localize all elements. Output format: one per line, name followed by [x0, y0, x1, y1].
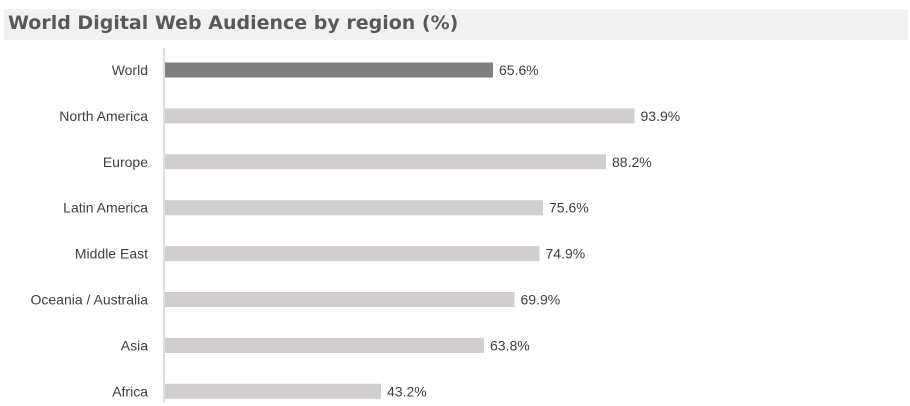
chart-title: World Digital Web Audience by region (%) — [8, 12, 459, 34]
category-label: Oceania / Australia — [30, 292, 148, 308]
category-label: North America — [59, 108, 148, 124]
data-label: 43.2% — [387, 383, 427, 399]
bar — [165, 200, 543, 216]
bar — [165, 246, 540, 262]
title-band — [4, 9, 908, 40]
data-label: 75.6% — [549, 200, 589, 216]
category-label: World — [112, 62, 148, 78]
data-label: 69.9% — [521, 292, 561, 308]
category-label: Latin America — [63, 200, 148, 216]
category-label: Africa — [112, 383, 148, 399]
category-label: Asia — [121, 337, 148, 353]
bar — [165, 154, 606, 170]
data-label: 74.9% — [546, 246, 586, 262]
data-label: 65.6% — [499, 62, 539, 78]
data-label: 63.8% — [490, 337, 530, 353]
bar — [165, 383, 381, 399]
data-label: 93.9% — [641, 108, 681, 124]
category-label: Europe — [103, 154, 148, 170]
category-label: Middle East — [75, 246, 148, 262]
bar — [165, 108, 635, 124]
bar — [165, 337, 484, 353]
bar — [165, 62, 493, 78]
data-label: 88.2% — [612, 154, 652, 170]
bar — [165, 292, 515, 307]
